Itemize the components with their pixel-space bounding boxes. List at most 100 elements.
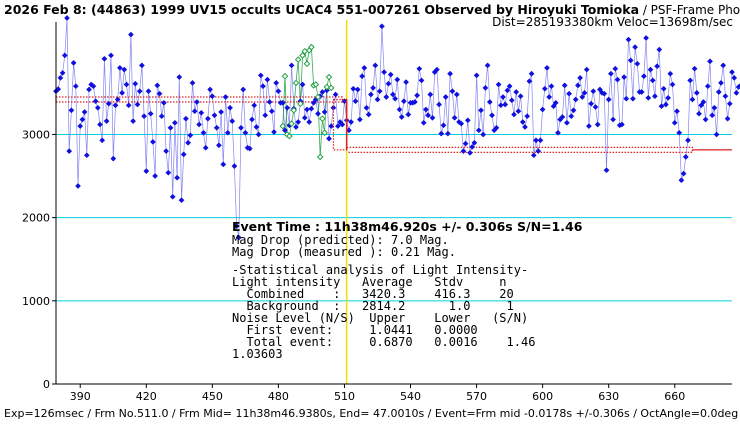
target-point bbox=[319, 89, 326, 95]
target-point bbox=[654, 63, 661, 70]
target-point bbox=[643, 35, 650, 41]
target-point bbox=[416, 65, 423, 72]
target-point bbox=[332, 91, 339, 98]
target-point bbox=[662, 101, 669, 108]
target-point bbox=[328, 123, 335, 130]
target-point bbox=[240, 86, 247, 93]
target-point bbox=[75, 183, 81, 189]
target-point bbox=[299, 81, 306, 88]
target-point bbox=[493, 124, 500, 131]
chart-title: 2026 Feb 8: (44863) 1999 UV15 occults UC… bbox=[4, 2, 740, 17]
target-point bbox=[469, 143, 476, 150]
y-tick-label: 2000 bbox=[22, 212, 50, 225]
target-point bbox=[141, 113, 148, 120]
target-point bbox=[231, 163, 238, 170]
target-point bbox=[676, 129, 683, 136]
target-point bbox=[458, 120, 465, 127]
event-transition-box bbox=[332, 98, 348, 151]
target-point bbox=[134, 101, 141, 108]
target-point bbox=[577, 74, 584, 81]
target-point bbox=[634, 60, 641, 67]
target-point bbox=[178, 197, 185, 204]
target-point bbox=[123, 81, 130, 88]
target-point bbox=[251, 102, 258, 109]
noise-total-event-row: Total event: 0.6870 0.0016 1.46 bbox=[232, 335, 535, 349]
target-point bbox=[656, 46, 663, 53]
target-point bbox=[378, 23, 385, 30]
target-point bbox=[211, 112, 218, 119]
target-point bbox=[174, 174, 181, 181]
target-point bbox=[121, 66, 128, 73]
target-point bbox=[482, 84, 489, 91]
footer-info: Exp=126msec / Frm No.511.0 / Frm Mid= 11… bbox=[4, 407, 738, 420]
target-point bbox=[574, 82, 581, 89]
target-point bbox=[418, 77, 425, 84]
target-point bbox=[625, 36, 632, 43]
target-point bbox=[555, 129, 561, 136]
target-point bbox=[235, 234, 242, 241]
target-point bbox=[696, 110, 702, 117]
x-tick-label: 540 bbox=[400, 390, 421, 403]
target-point bbox=[68, 107, 75, 114]
target-point bbox=[359, 73, 366, 80]
target-point bbox=[682, 153, 689, 160]
target-point bbox=[57, 74, 64, 81]
target-point bbox=[229, 118, 236, 125]
target-point bbox=[702, 116, 709, 123]
target-point bbox=[83, 152, 90, 159]
target-point bbox=[526, 78, 533, 85]
event-time-label: Event Time : 11h38m46.920s +/- 0.306s S/… bbox=[232, 219, 583, 234]
target-point bbox=[486, 99, 493, 105]
noise-level-header: Noise Level (N/S) Upper Lower (S/N) bbox=[232, 311, 528, 325]
target-point bbox=[169, 193, 176, 200]
target-point bbox=[246, 145, 253, 152]
target-point bbox=[149, 138, 156, 145]
stat-background-row: Background : 2814.2 1.0 1 bbox=[232, 299, 514, 313]
target-point bbox=[442, 94, 449, 100]
target-point bbox=[81, 109, 88, 115]
target-point bbox=[119, 89, 126, 96]
target-point bbox=[713, 131, 720, 138]
target-point bbox=[678, 177, 685, 184]
comparison-point bbox=[323, 83, 331, 91]
target-point bbox=[572, 96, 579, 103]
target-point bbox=[594, 121, 601, 128]
target-point bbox=[400, 98, 407, 105]
target-point bbox=[403, 79, 410, 86]
target-point bbox=[563, 119, 570, 126]
target-point bbox=[638, 89, 645, 95]
target-point bbox=[724, 115, 731, 122]
target-point bbox=[97, 121, 103, 128]
target-point bbox=[389, 91, 396, 98]
target-point bbox=[185, 139, 192, 146]
target-point bbox=[275, 88, 282, 95]
target-point bbox=[436, 101, 443, 108]
gridlines bbox=[56, 133, 732, 302]
target-point bbox=[669, 81, 676, 88]
noise-extra-value: 1.03603 bbox=[232, 347, 283, 361]
target-point bbox=[731, 74, 738, 81]
target-point bbox=[268, 108, 275, 115]
target-point bbox=[227, 104, 233, 111]
target-point bbox=[471, 139, 478, 146]
target-point bbox=[145, 88, 152, 95]
target-point bbox=[198, 109, 205, 116]
target-point bbox=[447, 70, 454, 77]
target-point bbox=[94, 104, 101, 111]
target-point bbox=[585, 123, 592, 130]
target-point bbox=[548, 83, 555, 90]
target-point bbox=[462, 140, 469, 147]
target-point bbox=[566, 90, 573, 97]
y-tick-label: 1000 bbox=[22, 295, 50, 308]
target-point bbox=[334, 123, 341, 130]
target-point bbox=[405, 111, 412, 118]
target-point bbox=[176, 74, 183, 81]
target-point bbox=[213, 124, 220, 131]
target-point bbox=[495, 81, 502, 88]
target-point bbox=[640, 73, 647, 80]
target-point bbox=[370, 84, 377, 91]
target-point bbox=[99, 137, 106, 144]
data-points bbox=[53, 15, 740, 241]
target-point bbox=[475, 127, 482, 134]
